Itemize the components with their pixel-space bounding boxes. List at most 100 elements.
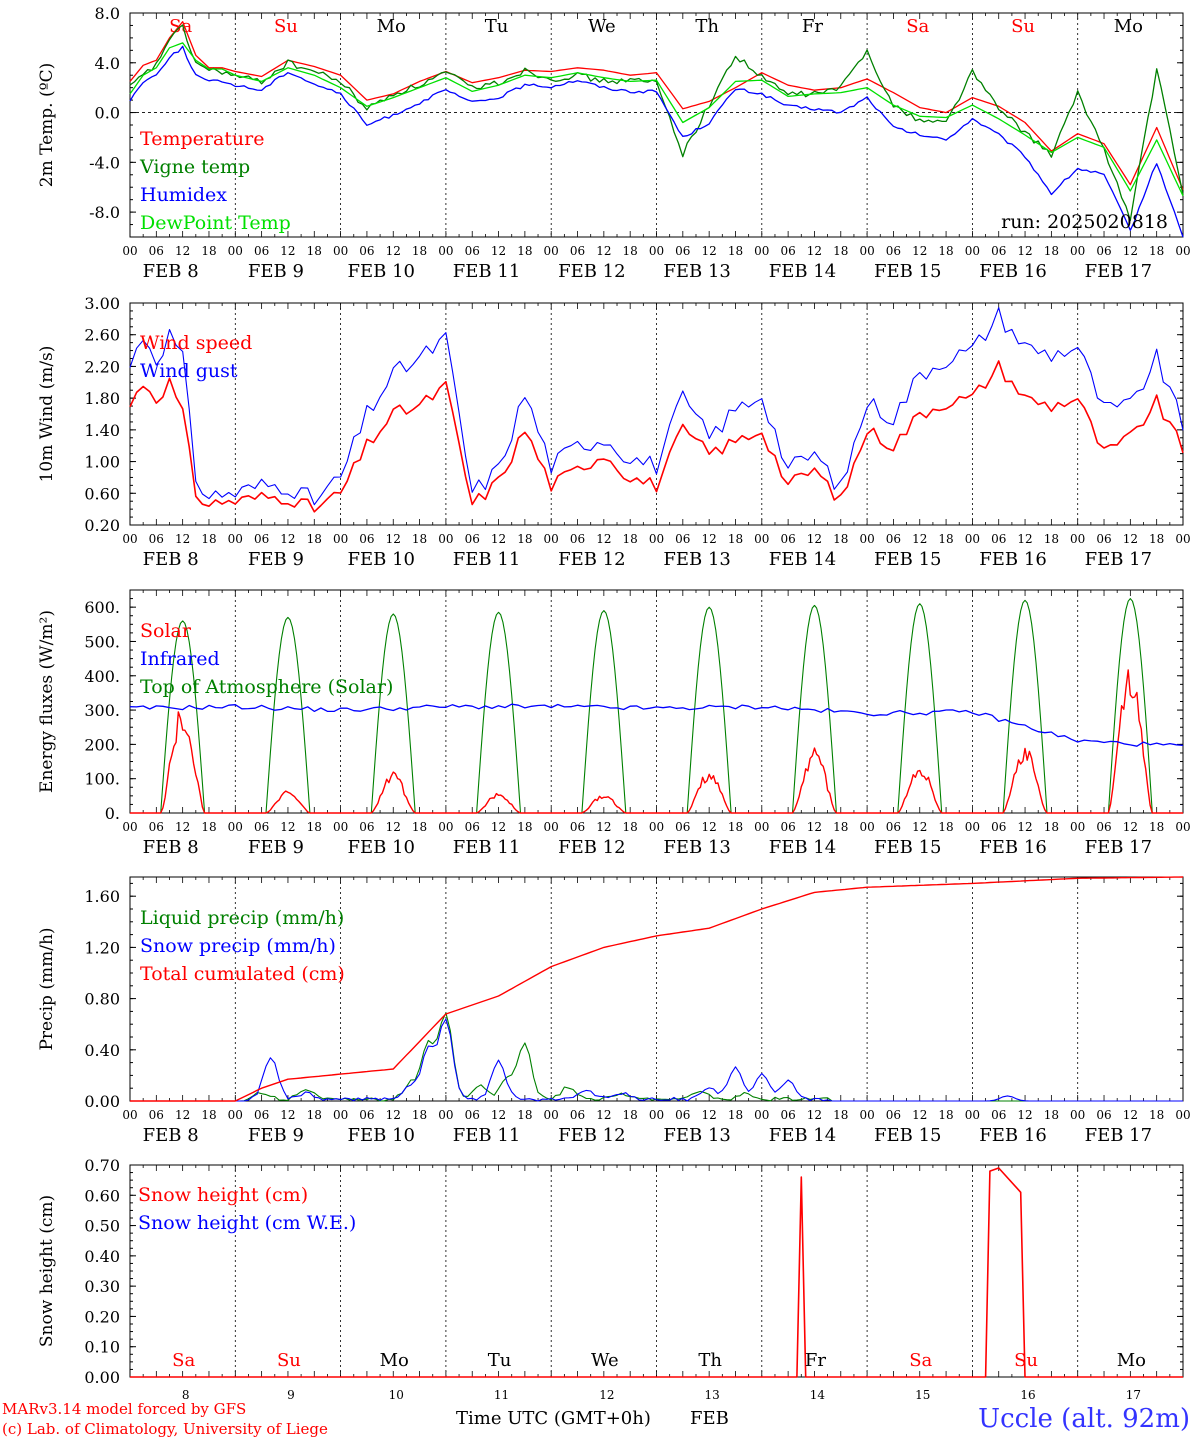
hour-label: 12 [912, 532, 927, 546]
hour-label: 06 [675, 1108, 690, 1122]
weekday-label: Mo [377, 16, 406, 37]
run-annotation: run: 2025020818 [1001, 211, 1168, 233]
hour-label: 06 [465, 532, 480, 546]
hour-label: 00 [544, 244, 559, 258]
y-tick-label: 2.20 [84, 357, 120, 376]
hour-label: 18 [517, 1108, 532, 1122]
y-tick-label: 0.10 [84, 1338, 120, 1357]
weekday-label: Sa [909, 1350, 932, 1371]
y-tick-label: 300. [84, 701, 120, 720]
hour-label: 00 [1070, 820, 1085, 834]
weekday-label: Su [1011, 16, 1035, 37]
hour-label: 18 [728, 1108, 743, 1122]
weekday-label: Mo [380, 1350, 409, 1371]
hour-label: 06 [465, 820, 480, 834]
hour-label: 12 [491, 820, 506, 834]
hour-label: 06 [886, 532, 901, 546]
y-tick-label: 8.0 [95, 4, 120, 23]
hour-label: 12 [912, 1108, 927, 1122]
legend-entry: Solar [140, 620, 192, 642]
weekday-label: Su [274, 16, 298, 37]
hour-label: 06 [886, 1108, 901, 1122]
date-label: FEB 14 [769, 837, 836, 858]
hour-label: 12 [1123, 1108, 1138, 1122]
y-tick-label: 1.80 [84, 389, 120, 408]
y-tick-label: 0.70 [84, 1156, 120, 1175]
weekday-label: Sa [172, 1350, 195, 1371]
hour-label: 00 [1070, 244, 1085, 258]
date-label: FEB 12 [558, 1125, 625, 1146]
y-tick-label: 0.30 [84, 1277, 120, 1296]
liquid-precip-line [130, 1012, 1183, 1102]
weekday-label: Su [277, 1350, 301, 1371]
hour-label: 18 [833, 1108, 848, 1122]
hour-label: 06 [254, 244, 269, 258]
y-axis-label: 2m Temp. (ºC) [37, 63, 57, 188]
weekday-label: Mo [1117, 1350, 1146, 1371]
hour-label: 06 [1096, 820, 1111, 834]
hour-label: 12 [807, 1108, 822, 1122]
y-axis-label: Energy fluxes (W/m²) [37, 610, 57, 793]
hour-label: 06 [149, 820, 164, 834]
y-tick-label: 0.80 [84, 990, 120, 1009]
hour-label: 18 [517, 532, 532, 546]
hour-label: 18 [728, 532, 743, 546]
hour-label: 00 [438, 820, 453, 834]
infrared-line [129, 703, 1184, 747]
date-number: 17 [1126, 1388, 1141, 1402]
hour-label: 18 [623, 820, 638, 834]
hour-label: 00 [1175, 532, 1190, 546]
hour-label: 06 [780, 820, 795, 834]
series-line [129, 42, 1184, 197]
y-tick-label: 0.20 [84, 516, 120, 535]
date-label: FEB 15 [874, 1125, 941, 1146]
legend-entry: Wind speed [140, 332, 252, 354]
hour-label: 00 [228, 820, 243, 834]
weekday-label: Th [695, 16, 719, 37]
date-label: FEB 10 [348, 549, 415, 570]
legend-entry: DewPoint Temp [140, 212, 291, 234]
hour-label: 06 [1096, 1108, 1111, 1122]
panel-1: 8.0 4.0 0.0 -4.0 -8.0 2m Temp. (ºC) 00 06 12 18 00… [37, 4, 1191, 282]
hour-label: 06 [991, 532, 1006, 546]
hour-label: 06 [675, 532, 690, 546]
date-label: FEB 10 [348, 1125, 415, 1146]
hour-label: 00 [228, 532, 243, 546]
hour-label: 00 [1070, 532, 1085, 546]
y-tick-label: 200. [84, 735, 120, 754]
hour-label: 12 [807, 244, 822, 258]
hour-label: 18 [1149, 1108, 1164, 1122]
hour-label: 12 [386, 244, 401, 258]
hour-label: 00 [1175, 820, 1190, 834]
hour-label: 00 [544, 532, 559, 546]
hour-label: 06 [570, 244, 585, 258]
y-tick-label: 400. [84, 667, 120, 686]
hour-label: 12 [280, 1108, 295, 1122]
hour-label: 12 [280, 532, 295, 546]
hour-label: 12 [807, 820, 822, 834]
hour-label: 18 [517, 244, 532, 258]
date-label: FEB 13 [663, 549, 730, 570]
date-number: 9 [287, 1388, 295, 1402]
hour-label: 06 [254, 532, 269, 546]
y-tick-label: 1.40 [84, 421, 120, 440]
weekday-label: We [591, 1350, 619, 1371]
hour-label: 00 [649, 820, 664, 834]
hour-label: 18 [412, 532, 427, 546]
series-line [129, 360, 1184, 513]
date-label: FEB 12 [558, 261, 625, 282]
hour-label: 12 [175, 532, 190, 546]
y-tick-label: 1.00 [84, 453, 120, 472]
hour-label: 12 [1123, 820, 1138, 834]
hour-label: 18 [623, 532, 638, 546]
panel-2: 3.00 2.60 2.20 1.80 1.40 1.00 0.60 0.20 10m Wind… [37, 294, 1191, 570]
y-tick-label: -8.0 [89, 203, 120, 222]
hour-label: 18 [412, 1108, 427, 1122]
hour-label: 12 [386, 1108, 401, 1122]
date-label: FEB 17 [1085, 1125, 1152, 1146]
hour-label: 00 [859, 1108, 874, 1122]
hour-label: 00 [228, 244, 243, 258]
hour-label: 00 [859, 820, 874, 834]
hour-label: 06 [991, 820, 1006, 834]
